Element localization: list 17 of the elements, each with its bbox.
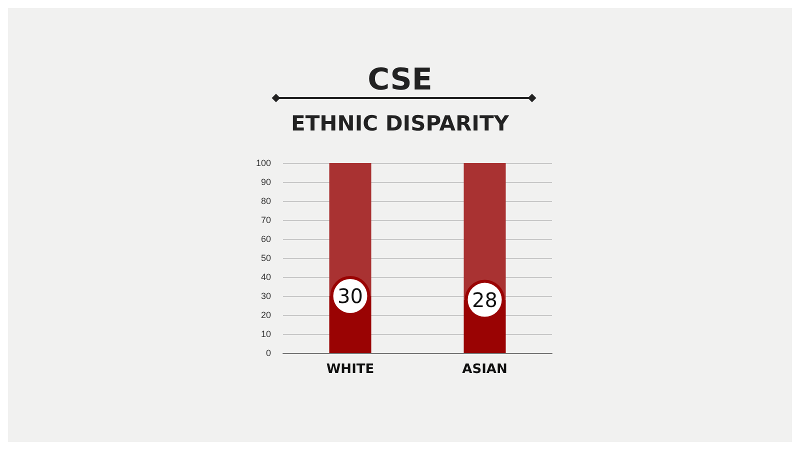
y-tick-label: 90 xyxy=(260,177,271,187)
y-tick-label: 20 xyxy=(260,310,271,320)
y-tick-label: 50 xyxy=(260,253,271,263)
y-tick-label: 10 xyxy=(260,329,271,339)
chart-subtitle: ETHNIC DISPARITY xyxy=(291,112,510,136)
x-tick-label: WHITE xyxy=(326,362,374,377)
y-tick-label: 0 xyxy=(266,348,271,358)
y-tick-label: 30 xyxy=(260,291,271,301)
y-tick-label: 100 xyxy=(256,158,271,168)
chart-title: CSE xyxy=(368,62,432,98)
x-tick-label: ASIAN xyxy=(462,362,508,377)
y-tick-label: 80 xyxy=(260,196,271,206)
data-label: 30 xyxy=(338,284,363,308)
data-label: 28 xyxy=(472,288,498,312)
y-tick-label: 70 xyxy=(260,215,271,225)
y-tick-label: 60 xyxy=(260,234,271,244)
y-tick-label: 40 xyxy=(260,272,271,282)
